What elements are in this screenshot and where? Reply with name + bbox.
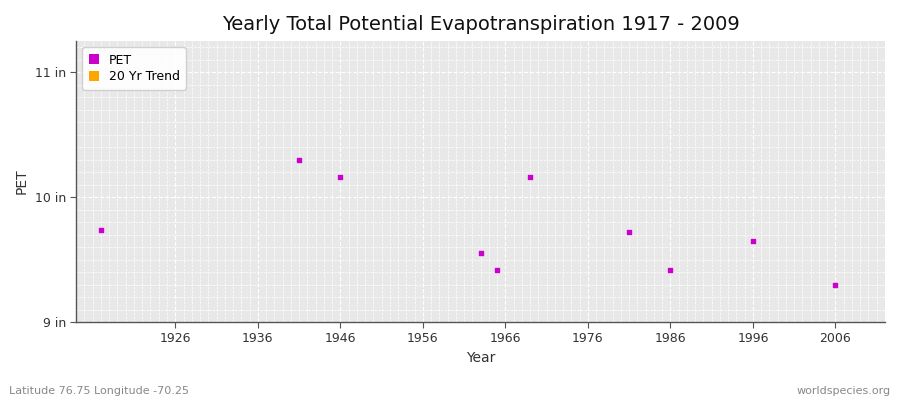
Text: worldspecies.org: worldspecies.org (796, 386, 891, 396)
X-axis label: Year: Year (466, 351, 495, 365)
Y-axis label: PET: PET (15, 169, 29, 194)
Legend: PET, 20 Yr Trend: PET, 20 Yr Trend (83, 47, 186, 90)
Text: Latitude 76.75 Longitude -70.25: Latitude 76.75 Longitude -70.25 (9, 386, 189, 396)
Point (746, 238, 760, 244)
Point (523, 174, 537, 180)
Point (663, 266, 678, 273)
Point (828, 281, 842, 288)
Point (292, 156, 306, 163)
Point (333, 174, 347, 180)
Point (94, 226, 108, 233)
Title: Yearly Total Potential Evapotranspiration 1917 - 2009: Yearly Total Potential Evapotranspiratio… (221, 15, 740, 34)
Point (473, 250, 488, 256)
Point (490, 266, 504, 273)
Point (622, 229, 636, 235)
